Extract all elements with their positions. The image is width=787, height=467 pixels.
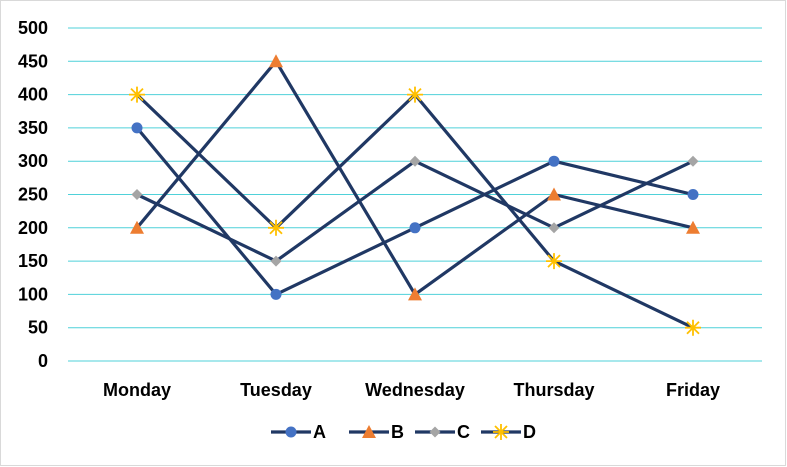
x-tick-label: Monday [103, 380, 171, 400]
data-point-d [685, 319, 701, 336]
x-tick-label: Tuesday [240, 380, 312, 400]
data-point-c [548, 222, 560, 234]
data-point-a [548, 155, 560, 167]
data-point-a [687, 189, 699, 200]
data-point-a [131, 122, 143, 134]
legend-label: A [313, 422, 326, 442]
series-markers [129, 54, 701, 336]
x-tick-label: Friday [666, 380, 720, 400]
legend-marker-c [429, 426, 441, 438]
legend-marker-a [285, 426, 297, 438]
data-point-d [129, 86, 145, 103]
data-point-b [269, 54, 283, 68]
data-point-a [270, 288, 282, 300]
y-tick-label: 400 [18, 85, 48, 105]
data-point-c [687, 155, 699, 167]
data-point-d [407, 86, 423, 103]
legend-label: C [457, 422, 470, 442]
data-point-a [409, 222, 421, 234]
legend-marker-b [362, 425, 376, 438]
y-tick-label: 300 [18, 151, 48, 171]
data-point-d [546, 253, 562, 270]
data-point-b [547, 187, 561, 201]
y-tick-label: 0 [38, 351, 48, 371]
y-tick-label: 250 [18, 185, 48, 205]
x-axis-tick-labels: Monday Tuesday Wednesday Thursday Friday [103, 380, 720, 400]
data-point-b [130, 220, 144, 234]
legend-label: D [523, 422, 536, 442]
y-axis-tick-labels: 0 50 100 150 200 250 300 350 400 450 500 [18, 18, 48, 371]
legend-marker-d [493, 424, 509, 440]
y-tick-label: 100 [18, 284, 48, 304]
legend-label: B [391, 422, 404, 442]
data-point-b [686, 220, 700, 234]
data-point-d [268, 219, 284, 236]
y-tick-label: 450 [18, 51, 48, 71]
x-tick-label: Thursday [513, 380, 594, 400]
y-tick-label: 150 [18, 251, 48, 271]
y-tick-label: 350 [18, 118, 48, 138]
y-tick-label: 500 [18, 18, 48, 38]
y-tick-label: 200 [18, 218, 48, 238]
x-tick-label: Wednesday [365, 380, 465, 400]
data-point-c [409, 155, 421, 167]
data-point-c [131, 189, 143, 200]
data-point-c [270, 255, 282, 267]
data-point-b [408, 287, 422, 301]
y-tick-label: 50 [28, 318, 48, 338]
legend: A B C D [271, 422, 536, 442]
